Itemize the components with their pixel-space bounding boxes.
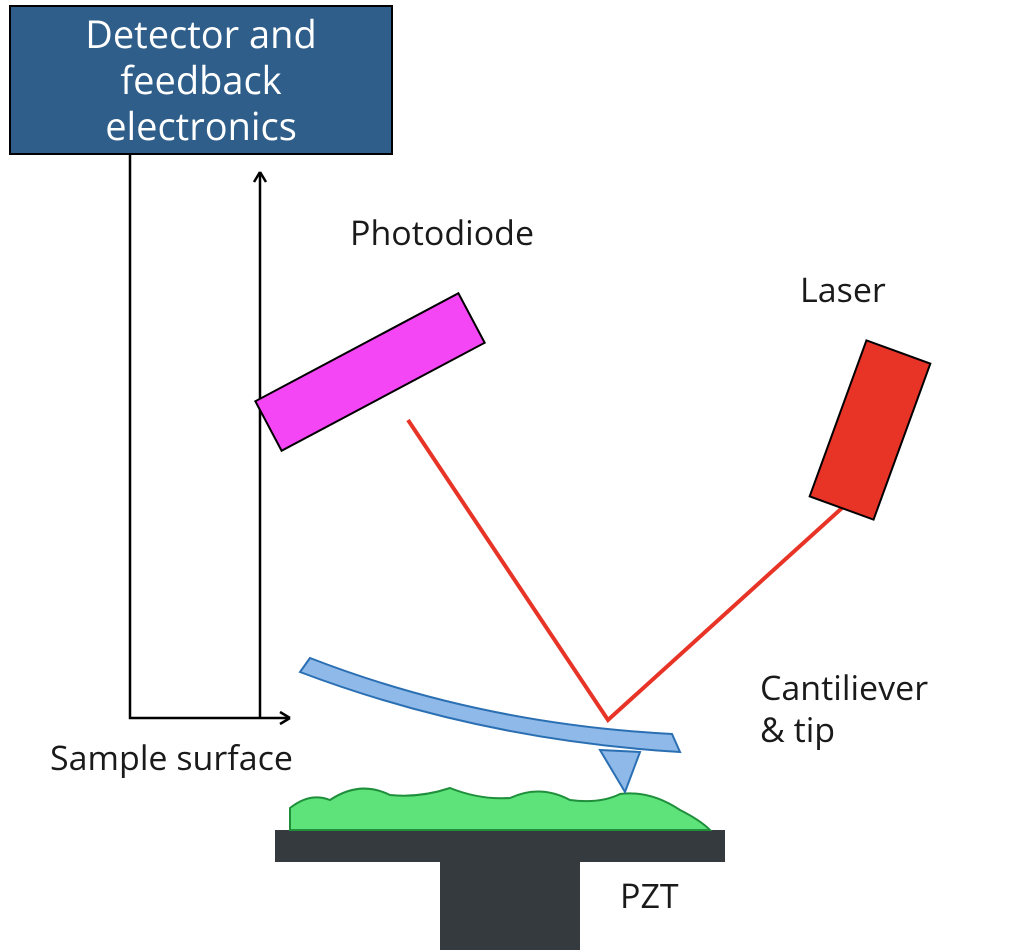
sample-surface (290, 788, 710, 830)
cantilever-tip (600, 750, 640, 792)
stage-top (275, 830, 725, 862)
laser-label: Laser (800, 266, 886, 312)
detector-label-3: electronics (105, 100, 297, 152)
photodiode-label: Photodiode (350, 209, 534, 255)
detector-label-1: Detector and (85, 8, 316, 60)
detector-label-2: feedback (120, 54, 281, 106)
cantilever-label-2: & tip (760, 706, 835, 752)
feedback-path (130, 154, 290, 718)
cantilever-label-1: Cantiliever (760, 664, 928, 710)
stage-stem (440, 862, 580, 950)
laser (810, 340, 931, 519)
sample-label: Sample surface (50, 734, 293, 780)
photodiode (255, 293, 484, 450)
afm-schematic: Detector andfeedbackelectronics Photodiod… (0, 0, 1024, 950)
pzt-label: PZT (620, 872, 679, 918)
